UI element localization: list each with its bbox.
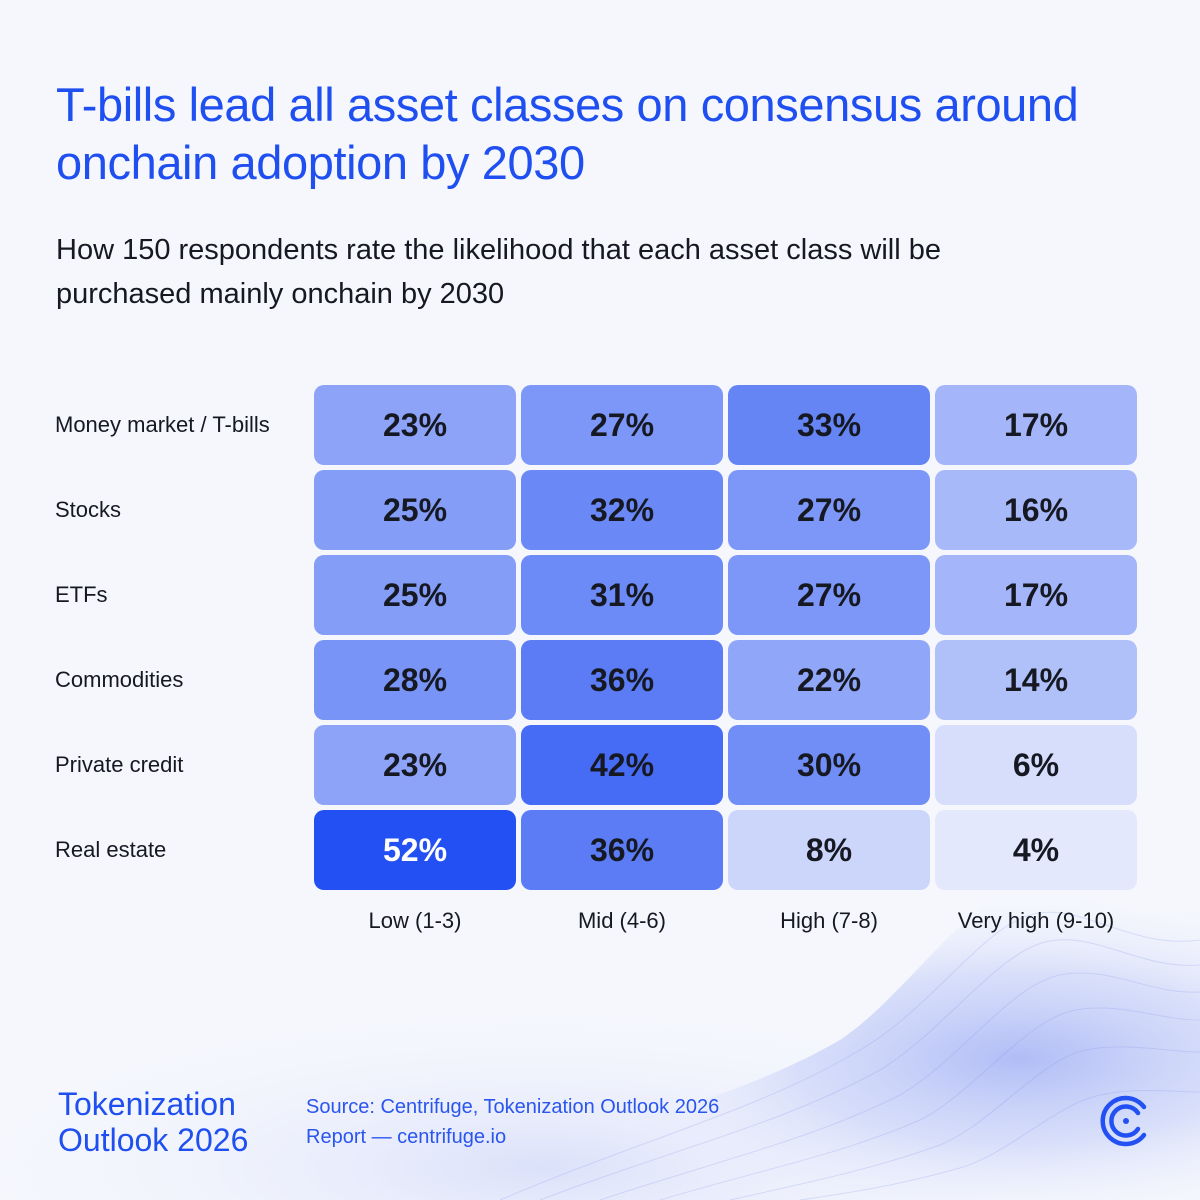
heatmap-cell-value: 14% — [1003, 661, 1069, 698]
column-label: Mid (4-6) — [577, 908, 666, 933]
heatmap-cell-value: 23% — [382, 406, 448, 443]
row-label: Stocks — [55, 497, 122, 522]
centrifuge-logo-icon — [1100, 1095, 1147, 1147]
heatmap-cell-value: 27% — [589, 406, 655, 443]
heatmap-cell-value: 4% — [1012, 831, 1060, 868]
heatmap-cell: 27% — [728, 470, 930, 550]
heatmap-cell-value: 17% — [1003, 576, 1069, 613]
heatmap-cell: 36% — [521, 810, 723, 890]
row-label: Commodities — [55, 667, 184, 692]
heatmap-cell: 32% — [521, 470, 723, 550]
column-label: High (7-8) — [780, 908, 878, 933]
heatmap-cell: 14% — [935, 640, 1137, 720]
source-line-1: Source: Centrifuge, Tokenization Outlook… — [306, 1096, 720, 1118]
heatmap-cell: 42% — [521, 725, 723, 805]
heatmap-cell-value: 27% — [796, 491, 862, 528]
heatmap-cell-value: 22% — [796, 661, 862, 698]
heatmap-cell-value: 42% — [589, 746, 655, 783]
heatmap-cell-value: 36% — [589, 831, 655, 868]
heatmap-cell: 25% — [314, 555, 516, 635]
heatmap-cell-value: 31% — [589, 576, 655, 613]
heatmap-cell-value: 23% — [382, 746, 448, 783]
brand-line-2: Outlook 2026 — [58, 1122, 249, 1158]
source-note: Source: Centrifuge, Tokenization Outlook… — [306, 1092, 719, 1152]
heatmap-cell: 33% — [728, 385, 930, 465]
brand-wordmark: Tokenization Outlook 2026 — [58, 1086, 248, 1158]
heatmap-cell: 30% — [728, 725, 930, 805]
heatmap-cell-value: 8% — [805, 831, 853, 868]
heatmap-cell-value: 27% — [796, 576, 862, 613]
heatmap-cell-value: 28% — [382, 661, 448, 698]
heatmap-cell-value: 25% — [382, 576, 448, 613]
heatmap-cell: 25% — [314, 470, 516, 550]
heatmap-cell-value: 36% — [589, 661, 655, 698]
heatmap-cell-value: 17% — [1003, 406, 1069, 443]
row-label: Money market / T-bills — [55, 412, 270, 437]
heatmap-cell-value: 33% — [796, 406, 862, 443]
heatmap-cell: 27% — [521, 385, 723, 465]
heatmap-cell: 8% — [728, 810, 930, 890]
row-label: Private credit — [55, 752, 184, 777]
heatmap-cell: 27% — [728, 555, 930, 635]
heatmap-cell: 31% — [521, 555, 723, 635]
heatmap-cell-value: 25% — [382, 491, 448, 528]
heatmap-cell-value: 6% — [1012, 746, 1060, 783]
heatmap-cell: 52% — [314, 810, 516, 890]
heatmap-cell: 23% — [314, 725, 516, 805]
heatmap-cell: 17% — [935, 555, 1137, 635]
row-label: ETFs — [55, 582, 108, 607]
heatmap-cell-value: 32% — [589, 491, 655, 528]
heatmap-cell: 4% — [935, 810, 1137, 890]
source-line-2: Report — centrifuge.io — [306, 1126, 507, 1148]
page-subtitle: How 150 respondents rate the likelihood … — [56, 234, 942, 310]
row-label: Real estate — [55, 837, 167, 862]
column-label: Very high (9-10) — [957, 908, 1115, 933]
decorative-wave-background — [0, 870, 1200, 1200]
heatmap-cell: 23% — [314, 385, 516, 465]
heatmap-cell-value: 30% — [796, 746, 862, 783]
heatmap-cell: 6% — [935, 725, 1137, 805]
page-title: T-bills lead all asset classes on consen… — [56, 78, 1079, 189]
brand-line-1: Tokenization — [58, 1086, 236, 1122]
heatmap-cell: 22% — [728, 640, 930, 720]
heatmap-cell: 16% — [935, 470, 1137, 550]
column-label: Low (1-3) — [368, 908, 462, 933]
heatmap-cell: 36% — [521, 640, 723, 720]
heatmap-cell: 17% — [935, 385, 1137, 465]
heatmap-cell-value: 52% — [382, 831, 448, 868]
heatmap-cell: 28% — [314, 640, 516, 720]
heatmap-cell-value: 16% — [1003, 491, 1069, 528]
